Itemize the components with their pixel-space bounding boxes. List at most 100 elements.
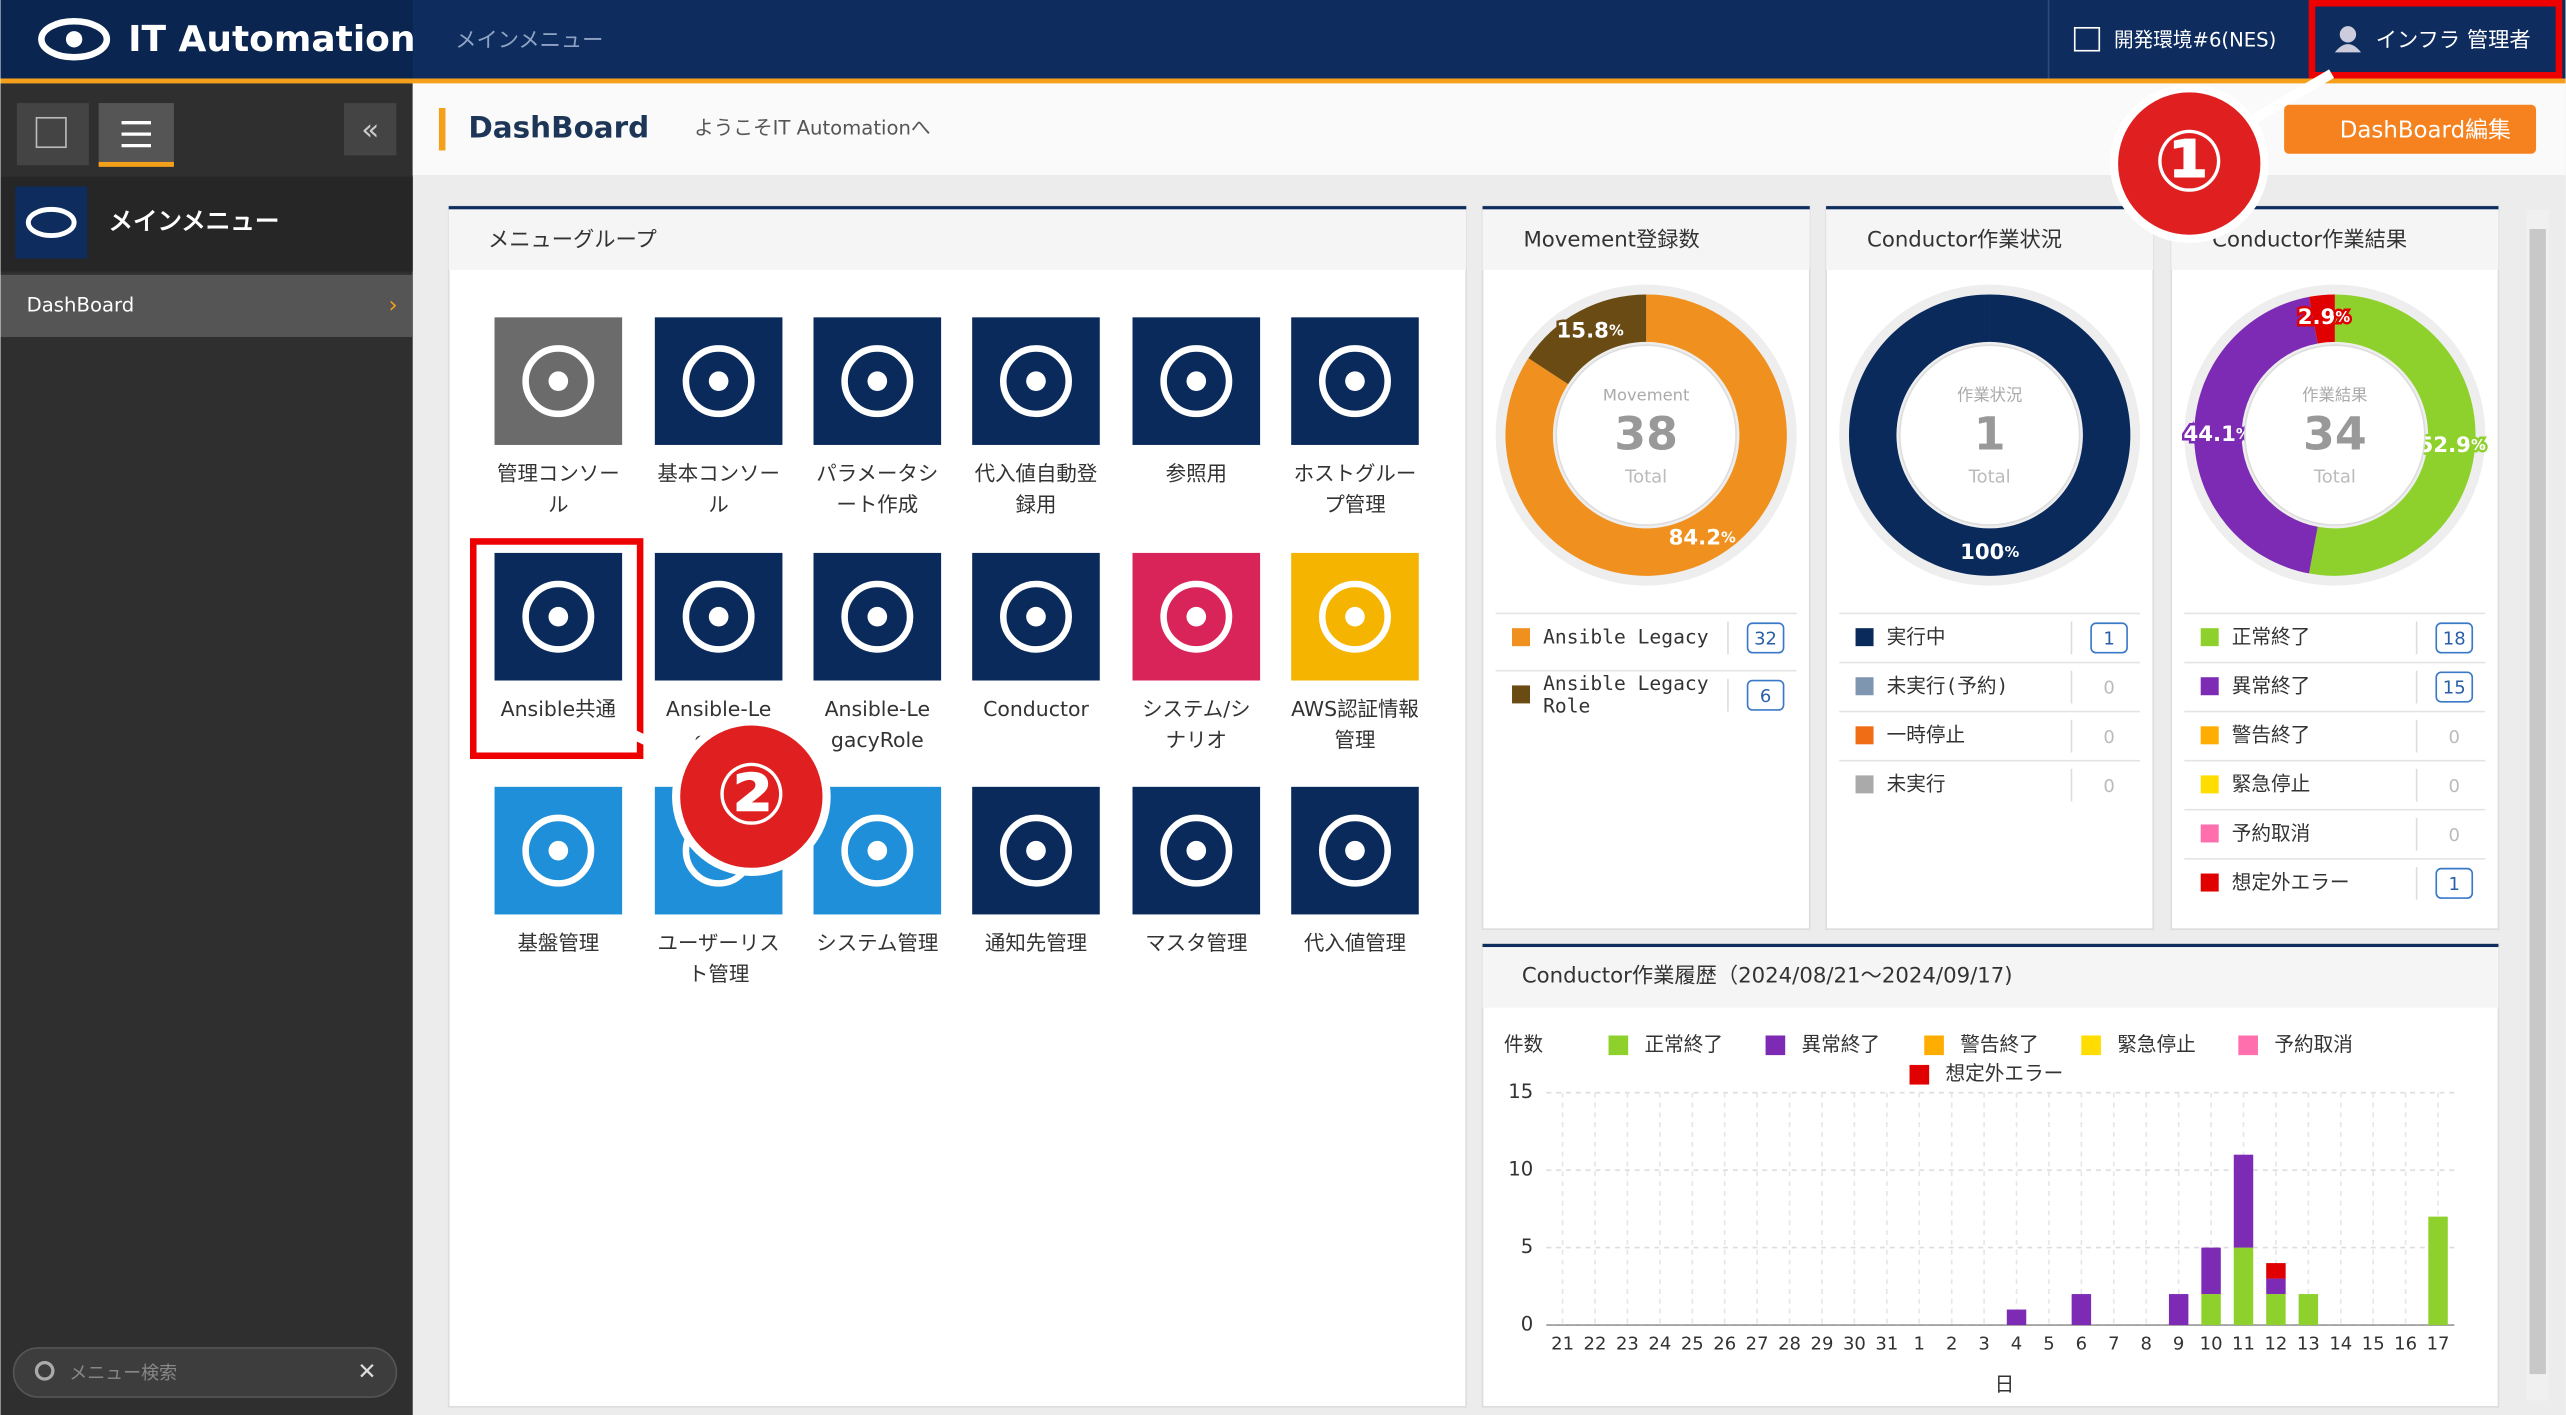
highlight-box — [469, 538, 644, 760]
header-accent — [0, 78, 2566, 84]
x-tick-label: 23 — [1616, 1334, 1639, 1355]
icon-glyph — [1318, 580, 1391, 653]
menu-icon-label[interactable]: Ansible-Le gacyRole — [825, 697, 930, 752]
x-tick-label: 6 — [2076, 1334, 2087, 1355]
menu-icon-label[interactable]: システム管理 — [816, 931, 938, 955]
x-tick-label: 4 — [2011, 1334, 2022, 1355]
x-tick-label: 7 — [2108, 1334, 2119, 1355]
x-tick-label: 8 — [2140, 1334, 2151, 1355]
menu-item[interactable] — [0, 274, 413, 337]
panel-header — [1482, 947, 2499, 1008]
title-accent — [438, 107, 446, 151]
legend-name: Ansible Legacy Role — [1543, 671, 1720, 717]
menu-item-label[interactable]: DashBoard — [27, 293, 134, 316]
count: 1 — [2449, 874, 2460, 895]
menu-icon-label[interactable]: 参照用 — [1166, 461, 1227, 485]
legend-label: 緊急停止 — [2117, 1033, 2196, 1056]
center-total-label: Total — [2313, 467, 2356, 488]
menu-icon-label[interactable]: 通知先管理 — [985, 931, 1087, 955]
logo-mark — [38, 17, 111, 61]
count: 32 — [1754, 629, 1777, 650]
icon-glyph — [708, 371, 729, 391]
callout — [2109, 84, 2269, 243]
clear-icon[interactable]: ✕ — [357, 1359, 376, 1385]
percent-value: 15.8 — [1557, 319, 1609, 344]
donut-hole — [2244, 344, 2426, 526]
bar — [2201, 1294, 2221, 1326]
bar — [2298, 1294, 2319, 1326]
menu-icon-label[interactable]: 基盤管理 — [517, 931, 599, 955]
bar — [2071, 1294, 2092, 1326]
x-tick-label: 2 — [1946, 1334, 1957, 1355]
x-tick-label: 14 — [2329, 1334, 2352, 1355]
x-tick-label: 11 — [2232, 1334, 2255, 1355]
menu-icon-label[interactable]: 代入値管理 — [1304, 931, 1406, 955]
icon-glyph — [522, 345, 595, 418]
x-tick-label: 1 — [1914, 1334, 1925, 1355]
callout-label: ② — [715, 745, 787, 844]
icon-glyph — [548, 840, 569, 861]
icon-glyph — [1026, 606, 1046, 627]
menu-icon-label[interactable]: 代入値自動登録用 — [975, 461, 1098, 516]
search-box[interactable] — [12, 1347, 398, 1398]
edit-button[interactable] — [2284, 104, 2537, 154]
legend-label: 異常終了 — [1802, 1033, 1881, 1056]
tab-grid[interactable] — [16, 103, 89, 166]
legend-swatch — [2200, 775, 2219, 794]
menu-icon-label[interactable]: ユーザーリスト管理 — [658, 931, 780, 986]
icon-glyph — [1186, 606, 1207, 627]
menu-icon-label[interactable]: 管理コンソール — [497, 461, 620, 516]
legend-swatch — [1855, 628, 1874, 647]
bar — [2201, 1247, 2221, 1295]
menu-icon-label[interactable]: 基本コンソール — [657, 461, 780, 516]
user-icon — [2339, 26, 2357, 43]
menu-icon-label[interactable]: システム/シナリオ — [1142, 697, 1250, 752]
legend-swatch — [2200, 628, 2219, 647]
scroll-thumb[interactable] — [2529, 229, 2546, 1375]
percent-value: 84.2 — [1669, 526, 1721, 551]
icon-glyph — [522, 580, 595, 653]
legend-name: 未実行(予約) — [1887, 675, 2009, 698]
icon-glyph — [1345, 371, 1365, 391]
menu-icon-label[interactable]: Ansible共通 — [501, 697, 616, 721]
percent-label: 84.2% — [1669, 526, 1736, 551]
menu-icon-label[interactable]: Conductor — [983, 697, 1089, 721]
logo-text: IT Automation — [128, 19, 415, 60]
menu-icon-label[interactable]: マスタ管理 — [1145, 931, 1247, 955]
menu-icon-label[interactable]: ホストグループ管理 — [1294, 461, 1417, 516]
bar — [2266, 1263, 2286, 1279]
percent-sign: % — [2471, 437, 2486, 454]
edit-button-label[interactable]: DashBoard編集 — [2340, 117, 2511, 143]
collapse-button[interactable] — [344, 103, 397, 156]
bar — [2006, 1309, 2027, 1326]
center-total-label: Total — [1968, 467, 2011, 488]
percent-label: 100% — [1960, 540, 2019, 565]
center-total-label: Total — [1624, 467, 1667, 488]
tab-active — [98, 161, 174, 167]
legend-swatch — [1924, 1035, 1944, 1056]
icon-glyph — [1186, 371, 1207, 391]
icon-glyph — [1345, 606, 1365, 627]
menu-icon-label[interactable]: AWS認証情報管理 — [1291, 697, 1419, 752]
user-icon[interactable] — [2334, 44, 2362, 53]
icon-glyph — [682, 345, 755, 418]
menu-icon-label[interactable]: パラメータシート作成 — [816, 461, 938, 516]
welcome: ようこそIT Automationへ — [694, 117, 930, 140]
page-title: DashBoard — [468, 111, 649, 145]
center-total: 38 — [1614, 406, 1678, 460]
bar — [2266, 1294, 2286, 1326]
count-badge — [1746, 679, 1785, 711]
count: 1 — [2103, 629, 2114, 650]
highlight-box — [2308, 0, 2563, 79]
legend-name: 未実行 — [1887, 773, 1946, 796]
legend-name: 一時停止 — [1887, 724, 1966, 747]
panel-header — [448, 209, 1467, 270]
search-placeholder[interactable]: メニュー検索 — [69, 1363, 177, 1384]
user-name[interactable]: インフラ 管理者 — [2376, 28, 2531, 53]
chart-title: Conductor作業履歴（2024/08/21～2024/09/17) — [1522, 964, 2013, 989]
legend-name: Ansible Legacy — [1543, 625, 1709, 648]
x-tick-label: 22 — [1584, 1334, 1607, 1355]
donut-segment — [1528, 294, 1647, 385]
